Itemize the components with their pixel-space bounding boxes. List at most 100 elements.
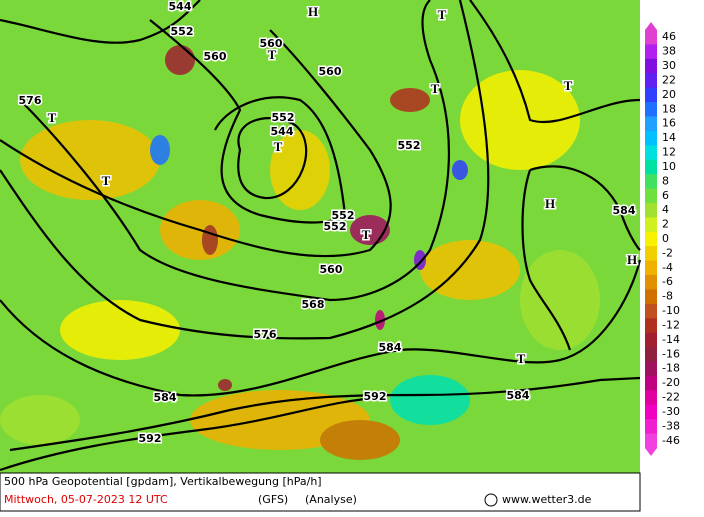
footer-run: (Analyse) — [305, 493, 357, 506]
legend-swatch — [645, 375, 657, 391]
legend-arrow-top — [645, 22, 657, 30]
contour-label: 552 — [324, 220, 347, 233]
footer-date: Mittwoch, 05-07-2023 12 UTC — [4, 493, 168, 506]
contour-label: 592 — [364, 390, 387, 403]
legend-label: -22 — [662, 391, 680, 404]
pressure-center: T — [274, 139, 283, 154]
legend-swatch — [645, 73, 657, 89]
legend-label: 38 — [662, 45, 676, 58]
legend-label: -10 — [662, 304, 680, 317]
footer-box — [0, 472, 641, 512]
contour-label: 560 — [204, 50, 227, 63]
legend-swatch — [645, 202, 657, 218]
footer-model: (GFS) — [258, 493, 288, 506]
legend-swatch — [645, 188, 657, 204]
contour-label: 552 — [272, 111, 295, 124]
legend-swatch — [645, 433, 657, 449]
contour-label: 584 — [507, 389, 530, 402]
pressure-center: T — [517, 351, 526, 366]
legend-label: -46 — [662, 434, 680, 447]
legend-label: 6 — [662, 189, 669, 202]
contour-label: 552 — [171, 25, 194, 38]
pressure-center: H — [627, 252, 637, 267]
contour-label: 584 — [613, 204, 636, 217]
legend-swatch — [645, 390, 657, 406]
legend-label: 22 — [662, 73, 676, 86]
contour-label: 552 — [332, 209, 355, 222]
legend-arrow-bottom — [645, 448, 657, 456]
legend-swatch — [645, 44, 657, 60]
contour-label: 560 — [319, 65, 342, 78]
legend-label: 30 — [662, 59, 676, 72]
legend-label: 12 — [662, 146, 676, 159]
legend-swatch — [645, 159, 657, 175]
legend-swatch — [645, 347, 657, 363]
pressure-center: H — [308, 4, 318, 19]
footer-title: 500 hPa Geopotential [gpdam], Vertikalbe… — [4, 475, 322, 488]
legend-swatch — [645, 275, 657, 290]
contour-label: 568 — [302, 298, 325, 311]
contour-label: 560 — [320, 263, 343, 276]
map-field — [0, 0, 642, 473]
legend-swatch — [645, 404, 657, 420]
legend-label: -4 — [662, 261, 673, 274]
contour-label: 560 — [260, 37, 283, 50]
contour-label: 576 — [254, 328, 277, 341]
isohypses — [0, 0, 642, 472]
legend-label: -20 — [662, 376, 680, 389]
legend-label: 16 — [662, 117, 676, 130]
legend-swatch — [645, 289, 657, 305]
pressure-center: T — [102, 173, 111, 188]
pressure-center: H — [545, 196, 555, 211]
contour-label: 576 — [19, 94, 42, 107]
legend-label: 18 — [662, 102, 676, 115]
legend-label: -14 — [662, 333, 680, 346]
legend-swatch — [645, 130, 657, 146]
pressure-center: T — [362, 227, 371, 242]
legend-swatch — [645, 217, 657, 233]
legend-label: 4 — [662, 203, 669, 216]
legend-swatch — [645, 419, 657, 435]
pressure-center: T — [268, 47, 277, 62]
legend-swatch — [645, 318, 657, 334]
legend-label: -12 — [662, 318, 680, 331]
pressure-center: T — [48, 110, 57, 125]
legend-swatch — [645, 303, 657, 319]
legend-swatch — [645, 30, 657, 45]
legend-label: 2 — [662, 218, 669, 231]
contour-label: 584 — [379, 341, 402, 354]
map-labels: 5525525525525525605605605605445445765765… — [17, 0, 639, 447]
legend-label: 0 — [662, 232, 669, 245]
contour-label: 584 — [154, 391, 177, 404]
footer: 500 hPa Geopotential [gpdam], Vertikalbe… — [0, 472, 641, 512]
legend-label: -2 — [662, 246, 673, 259]
legend-swatch — [645, 102, 657, 117]
legend-label: -18 — [662, 362, 680, 375]
legend-label: -8 — [662, 290, 673, 303]
contour-label: 592 — [139, 432, 162, 445]
contour-label: 552 — [398, 139, 421, 152]
legend-label: 8 — [662, 174, 669, 187]
legend-swatch — [645, 58, 657, 74]
legend-label: 14 — [662, 131, 676, 144]
legend-label: -16 — [662, 347, 680, 360]
pressure-center: T — [431, 81, 440, 96]
legend-label: -6 — [662, 275, 673, 288]
legend-swatch — [645, 260, 657, 276]
legend-label: 20 — [662, 88, 676, 101]
legend-swatch — [645, 145, 657, 161]
legend-swatch — [645, 231, 657, 247]
contour-label: 544 — [169, 0, 192, 13]
field-patches — [0, 45, 600, 460]
pressure-center: T — [438, 7, 447, 22]
copyright-icon — [484, 493, 498, 507]
color-legend: 4638302220181614121086420-2-4-6-8-10-12-… — [645, 22, 680, 456]
legend-swatch — [645, 174, 657, 190]
legend-label: -30 — [662, 405, 680, 418]
pressure-center: T — [564, 78, 573, 93]
legend-swatch — [645, 116, 657, 132]
contour-label: 544 — [271, 125, 294, 138]
footer-site: www.wetter3.de — [502, 493, 592, 506]
legend-swatch — [645, 246, 657, 262]
